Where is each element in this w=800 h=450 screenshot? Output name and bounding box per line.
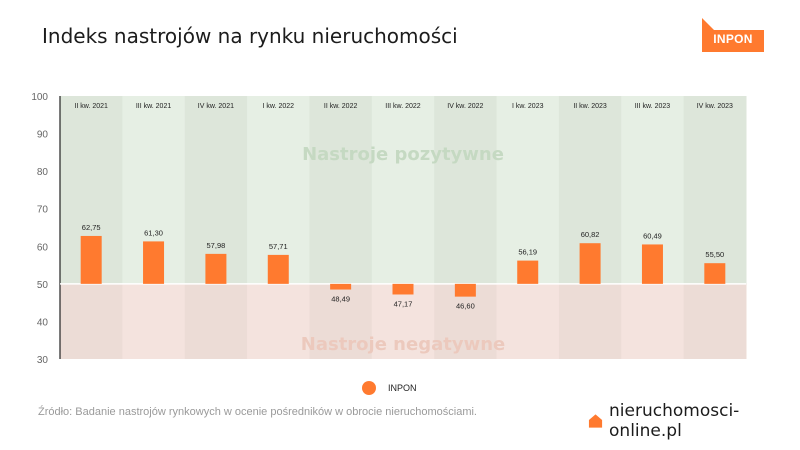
brand-text: nieruchomosci-online.pl <box>609 401 740 441</box>
positive-zone-column <box>683 96 747 284</box>
negative-zone-column <box>184 283 248 359</box>
x-tick-label: III kw. 2023 <box>635 103 671 110</box>
data-label: 47,17 <box>394 299 413 308</box>
data-label: 57,71 <box>269 242 288 251</box>
y-tick-label: 40 <box>37 317 49 328</box>
y-tick-label: 100 <box>31 92 48 103</box>
positive-zone-label: Nastroje pozytywne <box>302 144 504 165</box>
bar <box>80 235 102 284</box>
brand[interactable]: nieruchomosci-online.pl <box>588 401 800 441</box>
negative-zone-column <box>496 283 560 359</box>
data-label: 55,50 <box>705 250 724 259</box>
x-tick-label: IV kw. 2022 <box>447 103 483 110</box>
source-note: Źródło: Badanie nastrojów rynkowych w oc… <box>38 406 477 418</box>
negative-zone-column <box>558 283 622 359</box>
bar <box>704 263 726 284</box>
negative-zone-column <box>60 283 123 359</box>
bar <box>641 244 663 284</box>
data-label: 62,75 <box>82 223 101 232</box>
y-tick-label: 30 <box>37 355 49 366</box>
data-label: 57,98 <box>207 241 226 250</box>
data-label: 56,19 <box>518 248 537 257</box>
x-tick-label: I kw. 2023 <box>512 103 544 110</box>
data-label: 46,60 <box>456 302 475 311</box>
negative-zone-column <box>247 283 310 359</box>
data-label: 48,49 <box>331 295 350 304</box>
x-tick-label: III kw. 2022 <box>385 103 421 110</box>
positive-zone-column <box>184 96 248 284</box>
legend-label: INPON <box>388 383 417 393</box>
negative-zone-column <box>122 283 186 359</box>
bar <box>205 253 227 284</box>
y-tick-label: 80 <box>37 167 49 178</box>
legend: INPON <box>362 381 417 395</box>
data-label: 60,49 <box>643 231 662 240</box>
negative-zone-column <box>621 283 685 359</box>
inpon-logo-text: INPON <box>713 32 753 46</box>
y-tick-label: 90 <box>37 130 49 141</box>
bar <box>392 283 414 295</box>
y-tick-label: 70 <box>37 205 49 216</box>
x-tick-label: IV kw. 2023 <box>697 103 733 110</box>
negative-zone-label: Nastroje negatywne <box>301 334 505 355</box>
bar <box>267 254 289 284</box>
data-label: 61,30 <box>144 228 163 237</box>
bar <box>143 241 165 284</box>
negative-zone-column <box>371 283 435 359</box>
x-tick-label: III kw. 2021 <box>136 103 172 110</box>
positive-zone-column <box>371 96 435 284</box>
x-tick-label: I kw. 2022 <box>263 103 295 110</box>
positive-zone-column <box>496 96 560 284</box>
data-label: 60,82 <box>581 230 600 239</box>
positive-zone-column <box>247 96 310 284</box>
inpon-logo: INPON <box>702 18 764 52</box>
bar <box>579 243 601 284</box>
x-tick-label: II kw. 2022 <box>324 103 358 110</box>
positive-zone-column <box>309 96 373 284</box>
negative-zone-column <box>683 283 747 359</box>
bar <box>330 283 352 290</box>
bar <box>454 283 476 297</box>
chart-title: Indeks nastrojów na rynku nieruchomości <box>42 24 458 48</box>
inpon-logo-shape <box>702 18 764 52</box>
negative-zone-column <box>309 283 373 359</box>
positive-zone-column <box>434 96 498 284</box>
bar <box>517 260 539 284</box>
y-tick-label: 50 <box>37 280 49 291</box>
house-icon <box>588 414 603 428</box>
y-tick-label: 60 <box>37 242 49 253</box>
legend-marker <box>362 381 376 395</box>
x-tick-label: IV kw. 2021 <box>198 103 234 110</box>
x-tick-label: II kw. 2023 <box>573 103 607 110</box>
x-tick-label: II kw. 2021 <box>74 103 108 110</box>
